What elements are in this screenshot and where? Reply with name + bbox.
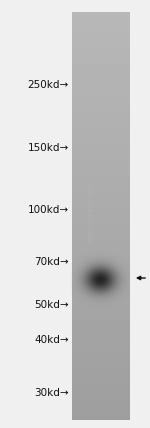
Text: 50kd→: 50kd→ xyxy=(34,300,69,310)
Text: 70kd→: 70kd→ xyxy=(34,257,69,267)
Text: 250kd→: 250kd→ xyxy=(28,80,69,90)
Text: 150kd→: 150kd→ xyxy=(28,143,69,153)
Text: 30kd→: 30kd→ xyxy=(34,388,69,398)
Text: 100kd→: 100kd→ xyxy=(28,205,69,215)
Text: www.ptglab.com: www.ptglab.com xyxy=(88,185,94,243)
Text: 40kd→: 40kd→ xyxy=(34,335,69,345)
